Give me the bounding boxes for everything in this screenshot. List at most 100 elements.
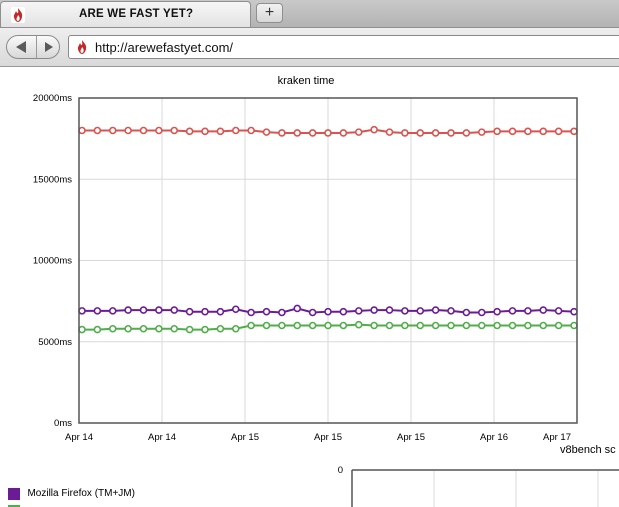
data-point-chrome bbox=[508, 321, 517, 330]
data-point-safari bbox=[278, 129, 286, 137]
data-point-chrome bbox=[216, 324, 225, 333]
data-point-firefox bbox=[339, 307, 348, 316]
data-point-firefox bbox=[431, 306, 440, 314]
data-point-chrome bbox=[401, 321, 409, 330]
kraken-plot-frame bbox=[78, 97, 578, 424]
data-point-chrome bbox=[108, 324, 117, 333]
data-point-firefox bbox=[216, 307, 225, 316]
data-point-firefox bbox=[354, 307, 363, 315]
data-point-firefox bbox=[78, 307, 86, 315]
kraken-x-tick: Apr 15 bbox=[231, 432, 259, 443]
data-point-chrome bbox=[416, 321, 425, 330]
data-point-firefox bbox=[139, 306, 148, 314]
data-point-firefox bbox=[385, 306, 394, 314]
data-point-firefox bbox=[508, 307, 517, 315]
data-point-chrome bbox=[477, 321, 486, 330]
data-point-firefox bbox=[401, 307, 409, 315]
data-point-chrome bbox=[462, 321, 471, 330]
v8bench-grid bbox=[433, 470, 599, 507]
data-point-firefox bbox=[231, 305, 240, 314]
data-point-chrome bbox=[524, 321, 532, 330]
back-arrow-icon bbox=[16, 41, 26, 53]
data-point-safari bbox=[201, 127, 209, 136]
data-point-firefox bbox=[570, 307, 578, 316]
data-point-chrome bbox=[139, 324, 148, 333]
data-point-safari bbox=[524, 127, 532, 136]
data-point-firefox bbox=[170, 306, 179, 314]
kraken-x-tick: Apr 15 bbox=[314, 432, 342, 443]
data-point-firefox bbox=[185, 307, 194, 316]
data-point-safari bbox=[93, 126, 102, 135]
url-text: http://arewefastyet.com/ bbox=[95, 40, 234, 55]
data-point-chrome bbox=[431, 321, 440, 330]
data-point-chrome bbox=[78, 325, 86, 334]
data-point-chrome bbox=[447, 321, 455, 330]
address-bar[interactable]: http://arewefastyet.com/ bbox=[68, 35, 619, 59]
data-point-safari bbox=[308, 129, 317, 137]
kraken-x-tick: Apr 17 bbox=[543, 432, 571, 443]
data-point-chrome bbox=[231, 324, 240, 333]
data-point-chrome bbox=[385, 321, 394, 330]
kraken-x-tick: Apr 14 bbox=[148, 432, 176, 443]
tab-strip: ARE WE FAST YET? + bbox=[0, 0, 619, 28]
data-point-safari bbox=[185, 127, 194, 136]
kraken-x-tick: Apr 14 bbox=[65, 432, 93, 443]
data-point-safari bbox=[416, 129, 425, 137]
data-point-safari bbox=[431, 129, 440, 137]
data-point-firefox bbox=[247, 308, 255, 317]
data-point-chrome bbox=[247, 321, 255, 330]
kraken-y-tick: 0ms bbox=[54, 418, 72, 429]
data-point-safari bbox=[539, 127, 548, 136]
back-forward-group bbox=[6, 35, 60, 59]
data-point-firefox bbox=[554, 307, 563, 315]
data-point-chrome bbox=[293, 321, 302, 330]
data-point-firefox bbox=[201, 307, 209, 316]
data-point-safari bbox=[231, 126, 240, 135]
data-point-firefox bbox=[93, 307, 102, 315]
data-point-firefox bbox=[447, 307, 455, 315]
kraken-y-axis: 0ms 5000ms 10000ms 15000ms 20000ms bbox=[33, 93, 72, 429]
data-point-chrome bbox=[262, 321, 271, 330]
kraken-chart-title: kraken time bbox=[278, 75, 335, 87]
kraken-series-group bbox=[78, 125, 578, 334]
legend-item-chrome-cut bbox=[8, 502, 135, 507]
data-point-chrome bbox=[155, 324, 163, 333]
data-point-safari bbox=[401, 129, 409, 137]
data-point-firefox bbox=[462, 308, 471, 317]
kraken-y-tick: 20000ms bbox=[33, 93, 72, 104]
data-point-safari bbox=[155, 126, 163, 135]
data-point-safari bbox=[477, 128, 486, 136]
data-point-safari bbox=[78, 126, 86, 135]
kraken-y-tick: 10000ms bbox=[33, 256, 72, 267]
data-point-chrome bbox=[339, 321, 348, 330]
v8bench-chart: v8bench sc 0 bbox=[338, 444, 619, 507]
legend-swatch-firefox bbox=[8, 487, 20, 500]
data-point-safari bbox=[216, 127, 225, 136]
flame-favicon-icon bbox=[75, 39, 89, 55]
data-point-safari bbox=[339, 129, 348, 137]
new-tab-button[interactable]: + bbox=[256, 3, 283, 23]
data-point-safari bbox=[370, 125, 378, 134]
data-point-firefox bbox=[324, 307, 332, 316]
data-point-safari bbox=[262, 128, 271, 136]
data-point-chrome bbox=[278, 321, 286, 330]
data-point-firefox bbox=[278, 308, 286, 317]
data-point-firefox bbox=[370, 306, 378, 314]
v8bench-y-tick: 0 bbox=[338, 465, 343, 476]
data-point-safari bbox=[124, 126, 132, 135]
data-point-safari bbox=[508, 127, 517, 136]
browser-tab[interactable]: ARE WE FAST YET? bbox=[0, 1, 251, 27]
kraken-y-tick: 15000ms bbox=[33, 174, 72, 185]
flame-favicon-icon bbox=[11, 7, 25, 23]
data-point-firefox bbox=[308, 308, 317, 317]
data-point-safari bbox=[462, 129, 471, 137]
kraken-chart: kraken time 0ms 5000ms 10000ms 15000ms 20000… bbox=[33, 75, 578, 443]
back-button[interactable] bbox=[7, 36, 37, 58]
data-point-safari bbox=[554, 127, 563, 136]
data-point-safari bbox=[139, 126, 148, 135]
kraken-y-tick: 5000ms bbox=[38, 337, 72, 348]
data-point-firefox bbox=[155, 306, 163, 314]
data-point-chrome bbox=[354, 320, 363, 329]
forward-button[interactable] bbox=[37, 36, 59, 58]
kraken-x-tick: Apr 16 bbox=[480, 432, 508, 443]
